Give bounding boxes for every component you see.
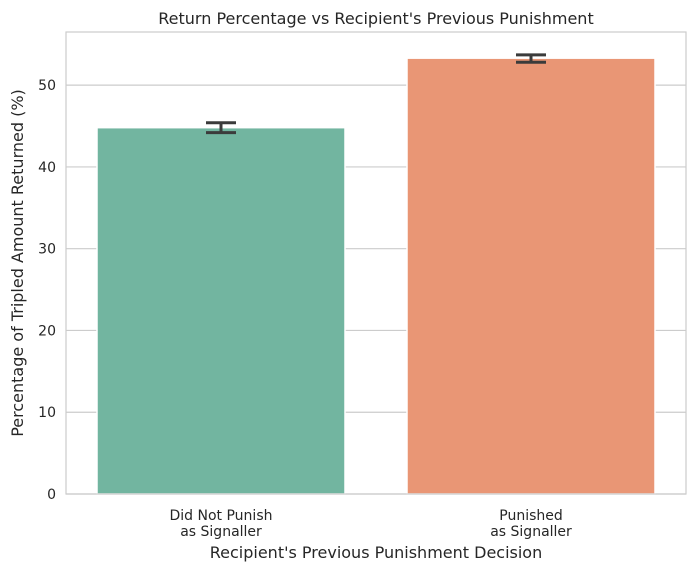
x-tick-label: as Signaller: [490, 524, 572, 540]
y-tick-label: 50: [38, 78, 56, 94]
y-tick-label: 40: [38, 160, 56, 176]
y-axis-label: Percentage of Tripled Amount Returned (%…: [8, 89, 27, 437]
error-bars: [206, 53, 546, 135]
x-tick-label: as Signaller: [180, 524, 262, 540]
y-tick-label: 30: [38, 242, 56, 258]
x-tick-label: Did Not Punish: [170, 508, 273, 524]
plot-frame: [65, 31, 687, 495]
bars: [96, 57, 656, 495]
x-axis-label: Recipient's Previous Punishment Decision: [210, 543, 542, 562]
error-bar: [206, 121, 236, 135]
y-tick-labels: 0 10 20 30 40 50: [38, 78, 56, 503]
chart-title: Return Percentage vs Recipient's Previou…: [158, 9, 593, 28]
y-tick-label: 10: [38, 405, 56, 421]
error-bar: [516, 53, 546, 64]
y-tick-label: 0: [47, 487, 56, 503]
bar: [406, 57, 656, 495]
y-tick-label: 20: [38, 323, 56, 339]
x-tick-label: Punished: [499, 508, 563, 524]
bar: [96, 126, 346, 495]
